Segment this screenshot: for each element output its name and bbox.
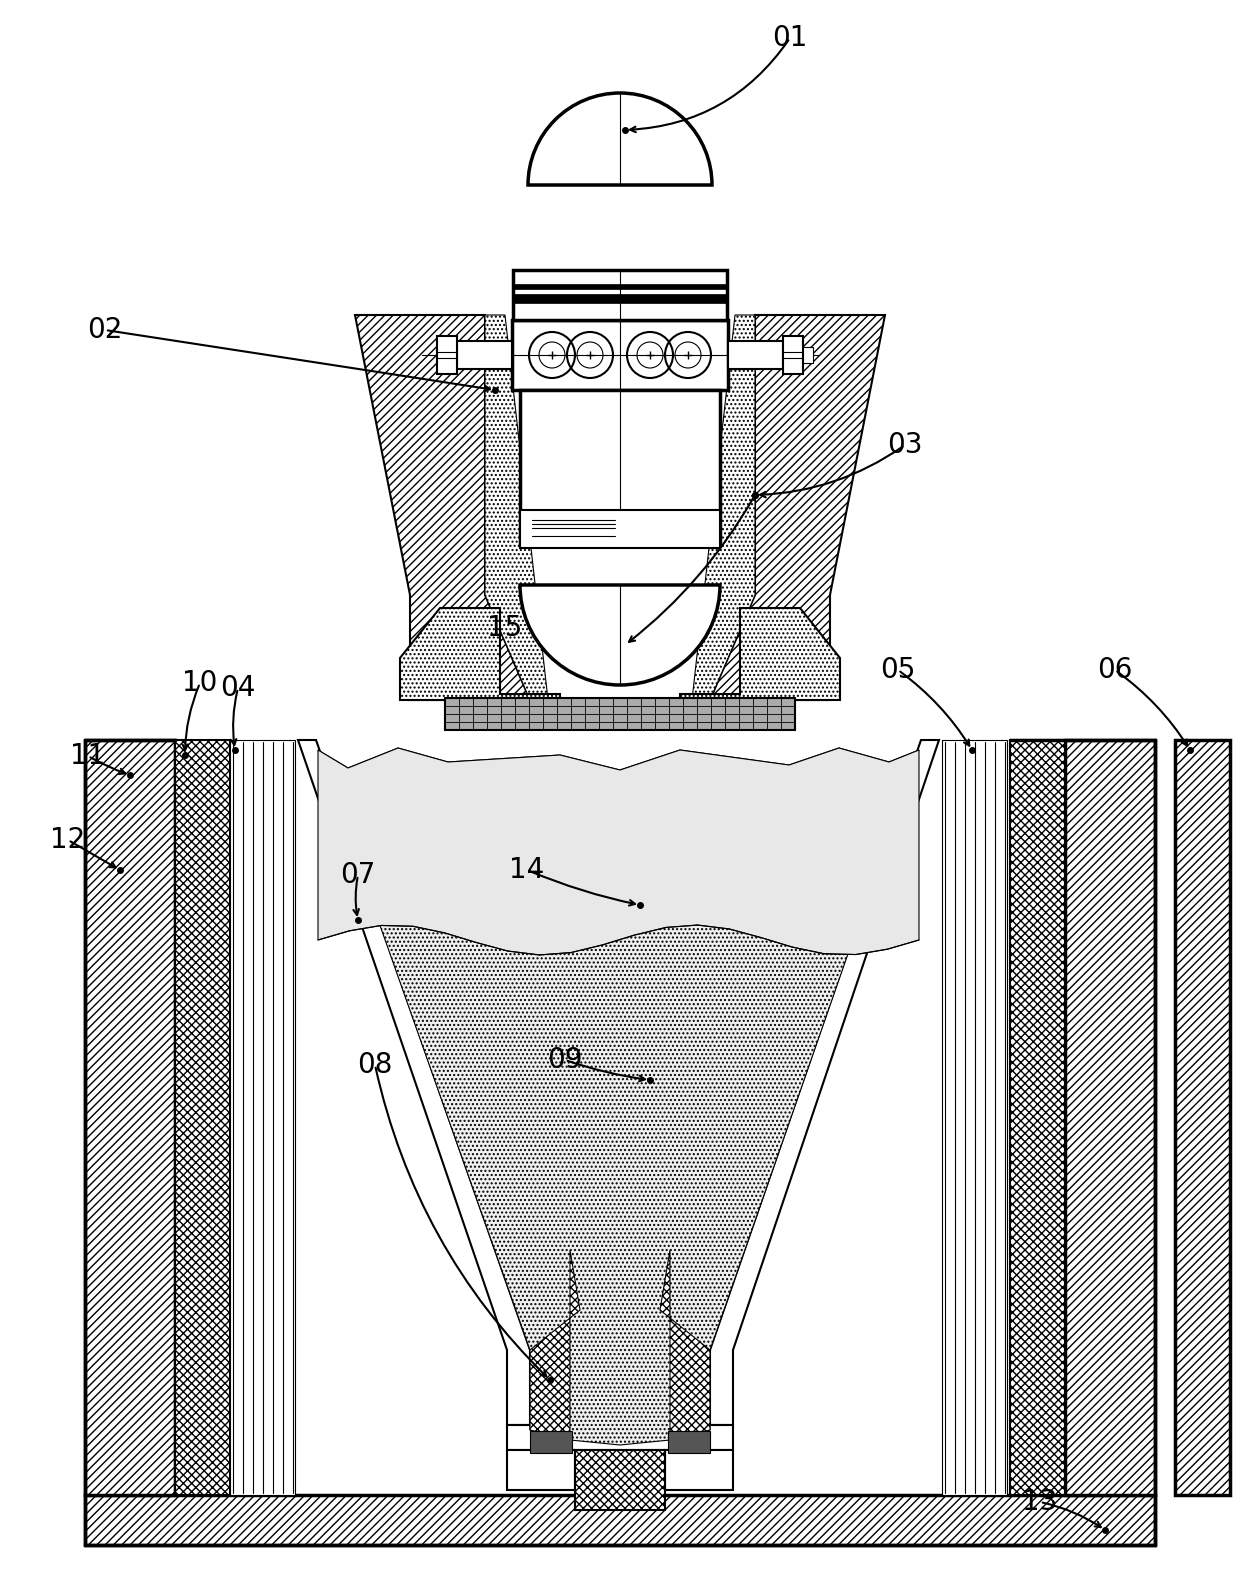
Polygon shape [317,747,919,956]
Bar [512,320,728,390]
Bar [1011,740,1065,1495]
Wedge shape [528,93,712,185]
Text: 01: 01 [773,24,807,52]
Text: 10: 10 [182,669,218,697]
Bar [86,740,175,1495]
Bar [668,1430,711,1452]
Bar [445,699,795,730]
Bar [529,1430,572,1452]
Polygon shape [298,740,529,1426]
Bar [513,284,727,289]
Bar [86,1495,1154,1545]
Text: 04: 04 [221,673,255,702]
Bar [175,740,229,1495]
Text: 13: 13 [1022,1489,1058,1515]
Text: 06: 06 [1097,656,1132,684]
Bar [520,390,720,546]
Bar [728,341,782,369]
Text: 11: 11 [71,743,105,770]
Bar [575,1449,665,1511]
Polygon shape [660,1251,711,1440]
Polygon shape [680,609,839,700]
Bar [520,509,720,547]
Wedge shape [520,585,720,684]
Bar [229,740,295,1495]
Bar [1176,740,1230,1495]
Text: 08: 08 [357,1050,393,1079]
Text: 03: 03 [888,431,923,459]
Polygon shape [692,315,755,700]
Text: 02: 02 [87,315,123,344]
Text: 15: 15 [487,613,522,642]
Bar [942,740,1007,1495]
Bar [665,1449,733,1490]
Bar [507,1426,733,1449]
Polygon shape [401,609,560,700]
Polygon shape [485,315,548,700]
Polygon shape [529,1251,580,1440]
Polygon shape [317,747,919,1445]
Text: 14: 14 [510,856,544,885]
Text: 12: 12 [51,826,86,855]
Bar [1065,740,1154,1495]
Polygon shape [711,315,885,700]
Polygon shape [355,315,529,700]
Bar [507,1449,575,1490]
Polygon shape [711,740,939,1426]
Text: 07: 07 [340,861,376,889]
Bar [458,341,512,369]
Text: 05: 05 [880,656,915,684]
Bar [804,347,813,363]
Text: 09: 09 [547,1046,583,1074]
Bar [782,336,804,374]
Bar [513,293,727,303]
Bar [513,270,727,320]
Bar [436,336,458,374]
